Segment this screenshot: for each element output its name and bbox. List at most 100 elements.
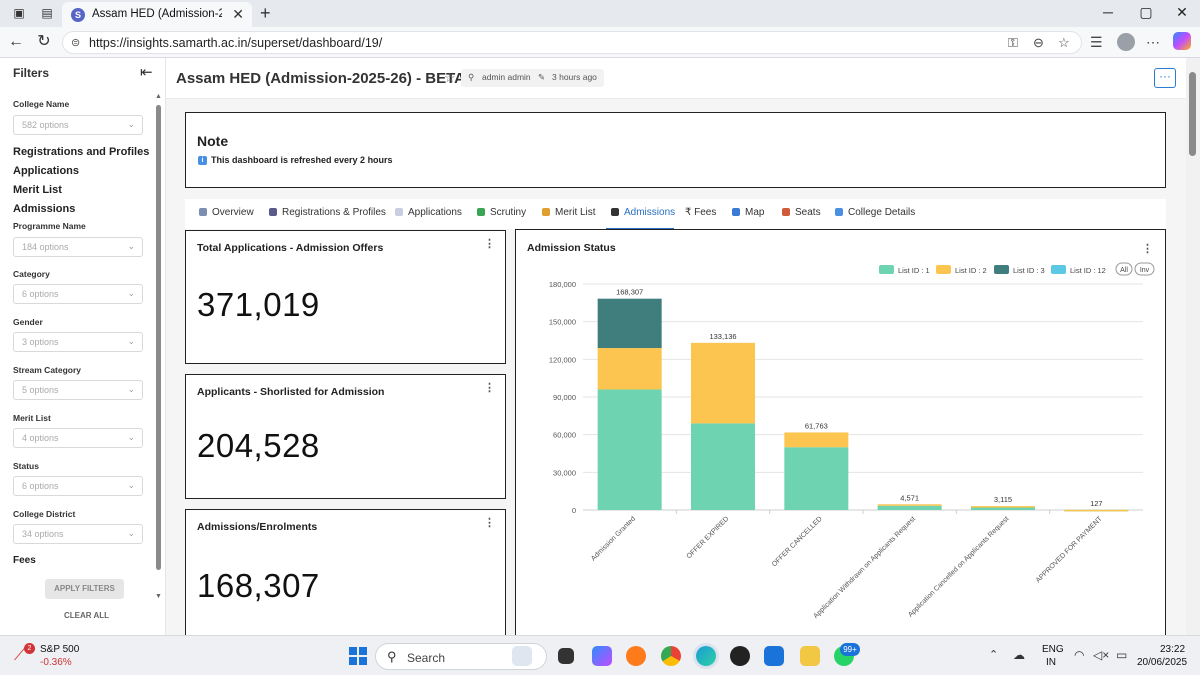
chevron-up-icon[interactable]: ⌃ [989,649,999,661]
tab-label: Admissions [624,207,676,218]
tab-label: Map [745,207,765,218]
favorites-icon[interactable]: ☰ [1090,34,1103,50]
bar-total-label: 127 [1090,499,1103,508]
filter-label: Stream Category [13,365,82,375]
college-district-select[interactable]: 34 options ⌄ [13,524,143,544]
apply-filters-button[interactable]: APPLY FILTERS [45,579,124,599]
collapse-sidebar-icon[interactable]: ⇤ [140,64,153,81]
pencil-icon: ✎ [538,72,546,82]
kebab-menu-icon[interactable]: ⋮ [484,238,495,250]
url-field[interactable]: ⊜ https://insights.samarth.ac.in/superse… [62,31,1082,54]
header-divider [166,98,1186,99]
tab-merit-list[interactable]: Merit List [542,207,596,218]
y-tick-label: 60,000 [553,431,576,440]
stock-name[interactable]: S&P 500 [40,644,80,655]
bar-segment [877,505,942,510]
kebab-menu-icon[interactable]: ⋮ [484,382,495,394]
search-icon: ⚲ [387,649,397,664]
legend-swatch [1051,265,1066,274]
key-icon[interactable]: ⚿ [1008,35,1018,50]
workspaces-icon[interactable]: ▣ [13,6,25,20]
edge-icon[interactable] [696,646,716,666]
tab-label: Registrations & Profiles [282,207,386,218]
page-scrollbar[interactable] [1186,58,1200,635]
minimize-icon[interactable]: ─ [1103,4,1113,20]
copilot-app-icon[interactable] [592,646,612,666]
chrome-icon[interactable] [661,646,681,666]
sidebar-scroll-thumb[interactable] [156,105,161,570]
new-tab-icon[interactable]: + [260,3,271,23]
onedrive-icon[interactable]: ☁ [1013,648,1025,662]
search-highlight-icon[interactable] [512,646,532,666]
site-info-icon[interactable]: ⊜ [71,37,81,49]
tab-registrations[interactable]: Registrations & Profiles [269,207,386,218]
document-icon [395,208,403,216]
status-select[interactable]: 6 options ⌄ [13,476,143,496]
file-explorer-icon[interactable] [800,646,820,666]
chevron-down-icon: ⌄ [127,336,135,346]
admission-status-chart-card: 0 30,000 60,000 90,000 120,000 150,000 180,000… [515,229,1166,635]
gender-select[interactable]: 3 options ⌄ [13,332,143,352]
browser-tab[interactable]: S Assam HED (Admission-2025-26) ✕ [62,2,252,27]
scroll-down-icon[interactable]: ▼ [155,593,162,600]
section-merit-list[interactable]: Merit List [13,184,62,196]
tab-scrutiny[interactable]: Scrutiny [477,207,526,218]
tab-college-details[interactable]: College Details [835,207,915,218]
category-select[interactable]: 6 options ⌄ [13,284,143,304]
tab-overview[interactable]: Overview [199,207,254,218]
tab-applications[interactable]: Applications [395,207,462,218]
section-fees[interactable]: Fees [13,555,36,566]
chevron-down-icon: ⌄ [127,432,135,442]
section-admissions[interactable]: Admissions [13,203,76,215]
favorite-star-icon[interactable]: ☆ [1058,35,1070,50]
kebab-menu-icon[interactable]: ⋮ [484,517,495,529]
copilot-icon[interactable] [1173,32,1191,50]
close-window-icon[interactable]: ✕ [1176,4,1188,20]
stream-category-select[interactable]: 5 options ⌄ [13,380,143,400]
stock-widget-icon[interactable]: ⟋ [14,647,26,664]
programme-name-select[interactable]: 184 options ⌄ [13,237,143,257]
tab-map[interactable]: Map [732,207,764,218]
task-view-icon[interactable] [558,648,574,664]
refresh-icon[interactable]: ↻ [37,33,51,50]
clock-time[interactable]: 23:22 [1160,644,1186,655]
dell-icon[interactable] [730,646,750,666]
battery-icon[interactable]: ▭ [1116,648,1128,662]
tab-fees[interactable]: ₹ Fees [685,207,716,218]
bar-total-label: 133,136 [709,332,736,341]
page-scroll-thumb[interactable] [1189,72,1196,156]
settings-menu-icon[interactable]: ⋯ [1146,34,1160,50]
tab-admissions[interactable]: Admissions [611,207,675,218]
x-tick-label: OFFER EXPIRED [686,515,731,560]
tab-seats[interactable]: Seats [782,207,821,218]
section-registrations[interactable]: Registrations and Profiles [13,146,150,158]
info-icon [835,208,843,216]
store-icon[interactable] [764,646,784,666]
bar-segment [691,423,755,510]
volume-muted-icon[interactable]: ◁× [1093,648,1110,662]
url-text[interactable]: https://insights.samarth.ac.in/superset/… [89,36,383,50]
language-indicator[interactable]: ENG [1042,644,1064,655]
kebab-menu-icon[interactable]: ⋮ [1142,243,1153,255]
sidebar-scrollbar[interactable]: ▲ ▼ [155,93,162,603]
firefox-icon[interactable] [626,646,646,666]
merit-list-select[interactable]: 4 options ⌄ [13,428,143,448]
legend-swatch [994,265,1009,274]
scroll-up-icon[interactable]: ▲ [155,93,162,100]
close-tab-icon[interactable]: ✕ [232,6,244,22]
profile-avatar[interactable] [1117,33,1135,51]
windows-start-icon[interactable] [349,647,367,665]
chevron-down-icon: ⌄ [127,288,135,298]
tab-actions-icon[interactable]: ▤ [41,6,53,20]
college-name-select[interactable]: 582 options ⌄ [13,115,143,135]
select-value: 34 options [22,529,64,539]
favorite-star-icon[interactable]: ☆ [444,70,456,85]
clear-all-button[interactable]: CLEAR ALL [64,611,110,620]
zoom-icon[interactable]: ⊖ [1033,35,1044,50]
back-icon[interactable]: ← [8,33,24,50]
wifi-icon[interactable]: ◠ [1074,648,1085,662]
more-options-button[interactable]: ··· [1154,68,1176,88]
maximize-icon[interactable]: ▢ [1139,4,1153,20]
clock-date[interactable]: 20/06/2025 [1137,657,1188,668]
section-applications[interactable]: Applications [13,165,80,177]
